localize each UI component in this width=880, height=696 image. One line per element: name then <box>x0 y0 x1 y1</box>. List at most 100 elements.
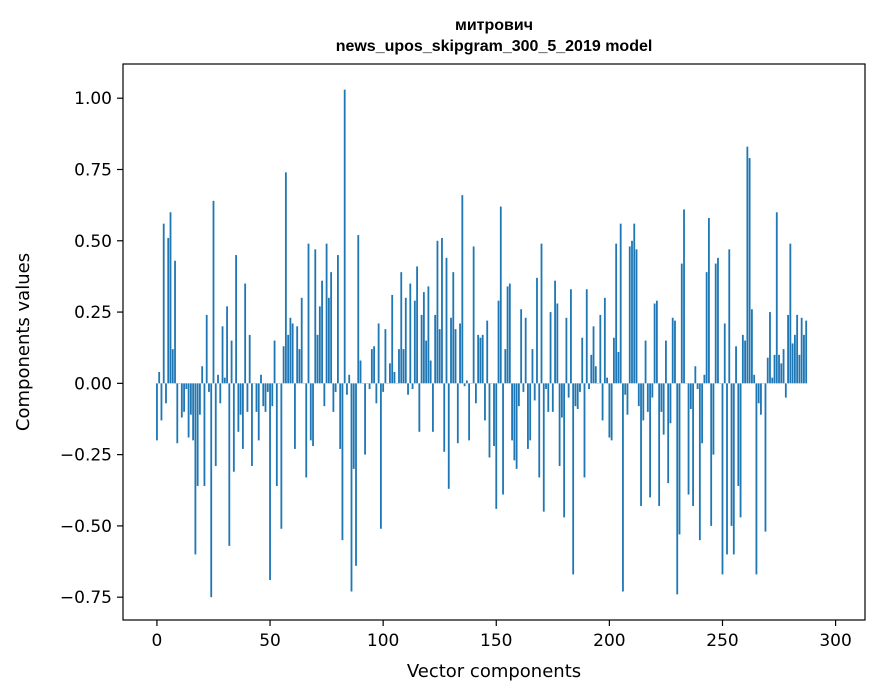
bar-component-61 <box>294 383 296 449</box>
bar-component-63 <box>298 349 301 384</box>
bar-component-157 <box>511 383 513 441</box>
bar-component-213 <box>637 383 640 407</box>
bar-component-145 <box>484 383 486 421</box>
bar-component-108 <box>400 272 403 384</box>
bar-component-260 <box>744 340 747 384</box>
bar-component-238 <box>694 366 697 384</box>
y-tick-label: 0.50 <box>74 232 112 252</box>
y-tick-label: 0.25 <box>74 303 112 323</box>
bar-component-232 <box>680 263 683 384</box>
bar-component-155 <box>506 286 509 384</box>
bar-component-143 <box>479 337 482 384</box>
bar-component-138 <box>468 383 471 441</box>
bar-component-40 <box>246 383 249 412</box>
bar-component-30 <box>223 377 226 384</box>
bar-component-84 <box>346 383 348 395</box>
x-axis-ticks: 0 50 100 150 200 250 300 <box>152 620 852 651</box>
bar-component-142 <box>477 334 480 384</box>
bar-component-7 <box>171 349 174 384</box>
bar-component-286 <box>803 334 805 384</box>
bar-component-228 <box>671 317 674 384</box>
bar-component-112 <box>409 283 412 384</box>
bar-component-243 <box>705 272 708 384</box>
bar-component-86 <box>350 383 353 592</box>
bar-component-272 <box>771 377 774 384</box>
bar-component-242 <box>703 374 706 384</box>
bar-component-17 <box>194 383 197 555</box>
bar-component-57 <box>284 172 287 384</box>
bar-component-219 <box>651 383 654 398</box>
bar-component-161 <box>520 309 523 384</box>
y-tick-label: −0.75 <box>60 588 112 608</box>
bar-component-21 <box>203 383 206 486</box>
bar-component-79 <box>334 383 337 392</box>
bar-component-12 <box>183 383 185 412</box>
bar-component-162 <box>522 383 525 392</box>
y-tick-label: −0.50 <box>60 517 112 537</box>
bar-component-203 <box>615 243 618 384</box>
bar-component-95 <box>370 349 373 384</box>
bar-component-83 <box>343 89 346 384</box>
plot-frame <box>122 63 866 621</box>
bar-component-210 <box>631 240 633 384</box>
bar-component-101 <box>384 329 387 384</box>
bar-component-163 <box>524 317 527 384</box>
bar-component-247 <box>714 263 717 384</box>
bar-component-168 <box>536 277 538 384</box>
bar-component-59 <box>289 317 292 384</box>
bar-component-253 <box>728 249 731 384</box>
bar-component-55 <box>280 383 283 529</box>
bar-component-235 <box>687 383 690 495</box>
bar-component-241 <box>701 383 704 444</box>
bar-component-85 <box>348 374 351 384</box>
bar-component-129 <box>447 383 450 489</box>
bar-component-122 <box>432 383 434 432</box>
bar-component-134 <box>459 323 461 384</box>
bar-component-52 <box>273 340 276 384</box>
bar-component-230 <box>676 383 679 595</box>
bar-component-159 <box>515 383 518 469</box>
bar-component-204 <box>617 351 620 384</box>
bar-component-276 <box>780 363 783 384</box>
bar-component-261 <box>746 146 749 384</box>
bar-component-271 <box>769 312 771 384</box>
bar-component-94 <box>368 383 371 390</box>
bar-component-223 <box>660 383 663 412</box>
bar-component-33 <box>230 340 233 384</box>
bar-component-160 <box>517 383 520 407</box>
bar-component-120 <box>427 286 430 384</box>
bar-component-18 <box>196 383 199 486</box>
bar-component-119 <box>425 340 428 384</box>
bar-component-186 <box>576 383 579 409</box>
y-tick-label: 1.00 <box>74 89 112 109</box>
bar-component-136 <box>463 383 466 387</box>
bar-component-278 <box>784 383 787 398</box>
bar-component-244 <box>708 217 710 384</box>
bar-component-201 <box>610 383 613 441</box>
bar-component-144 <box>481 334 484 384</box>
bar-component-281 <box>791 343 794 384</box>
bar-component-265 <box>755 383 758 575</box>
bar-component-116 <box>418 383 421 432</box>
bar-component-250 <box>721 383 724 575</box>
bar-component-32 <box>228 383 231 546</box>
bar-component-6 <box>169 212 172 384</box>
chart-title-line2: news_upos_skipgram_300_5_2019 model <box>336 38 653 55</box>
bar-component-105 <box>393 371 396 384</box>
bar-component-44 <box>255 383 258 412</box>
y-tick-label: 0.00 <box>74 374 112 394</box>
bar-component-174 <box>549 312 552 384</box>
bar-component-237 <box>692 383 694 506</box>
y-axis-ticks: −0.75 −0.50 −0.25 0.00 0.25 0.50 0.75 1.00 <box>60 89 123 608</box>
bar-component-246 <box>712 383 715 455</box>
bar-component-137 <box>465 380 468 384</box>
bar-component-56 <box>282 346 285 384</box>
bar-component-46 <box>260 374 262 384</box>
x-tick-label: 0 <box>152 631 163 651</box>
bar-component-0 <box>156 383 158 441</box>
bar-component-68 <box>309 383 312 441</box>
bar-component-3 <box>162 223 165 384</box>
bar-component-251 <box>723 323 726 384</box>
bar-component-69 <box>312 383 314 447</box>
bar-component-218 <box>649 383 651 498</box>
